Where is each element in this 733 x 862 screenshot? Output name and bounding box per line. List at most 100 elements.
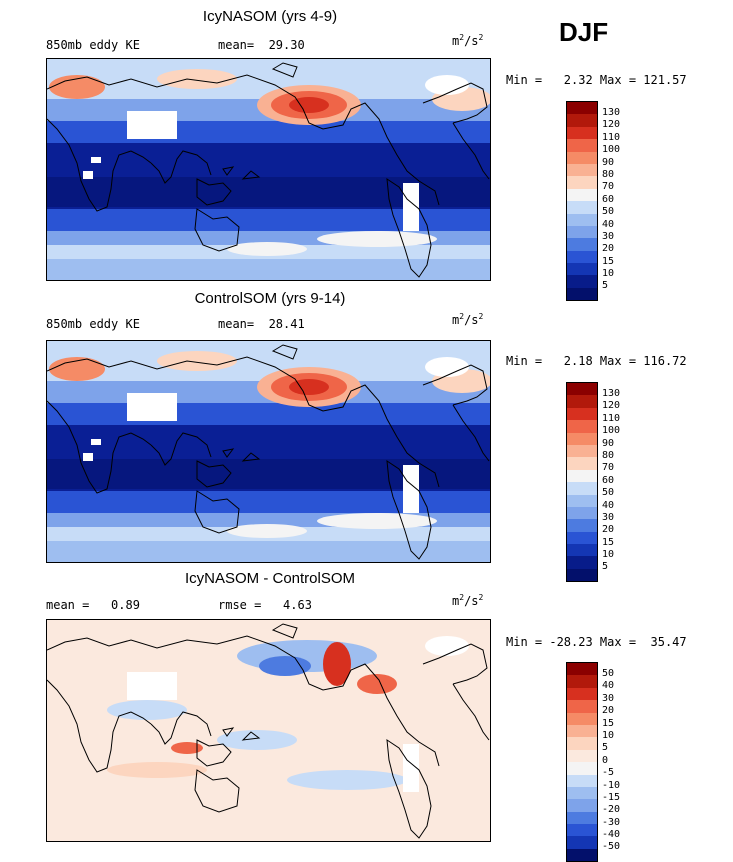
min-max-label: Min = -28.23 Max = 35.47	[506, 635, 687, 649]
colorbar-tick-label: 10	[602, 268, 615, 280]
colorbar-tick-label: 15	[602, 536, 615, 548]
colorbar-tick-label: 90	[602, 437, 615, 449]
units-label: m2/s2	[452, 312, 484, 327]
colorbar-tick-label: 120	[602, 119, 621, 131]
colorbar-tick-label: 20	[602, 705, 615, 717]
colorbar-tick-label: 15	[602, 717, 615, 729]
colorbar-swatch	[567, 263, 597, 276]
colorbar	[566, 382, 598, 583]
colorbar-swatch	[567, 494, 597, 507]
colorbar-swatch	[567, 700, 597, 713]
colorbar-swatch	[567, 687, 597, 701]
map-controlsom	[46, 340, 491, 563]
colorbar-tick-label: 30	[602, 692, 615, 704]
colorbar-swatch	[567, 151, 597, 164]
colorbar-swatch	[567, 163, 597, 177]
colorbar-tick-label: 60	[602, 474, 615, 486]
colorbar-swatch	[567, 139, 597, 152]
colorbar-swatch	[567, 556, 597, 569]
colorbar-swatch	[567, 444, 597, 458]
colorbar-swatch	[567, 126, 597, 140]
colorbar-tick-label: 70	[602, 462, 615, 474]
colorbar-tick-label: -40	[602, 829, 621, 841]
panel-title: ControlSOM (yrs 9-14)	[194, 290, 346, 307]
colorbar-tick-label: 30	[602, 511, 615, 523]
colorbar-ticks: 130 120 110 100 90 80 70 60 50 40 30 20 15 10 5	[602, 107, 620, 293]
colorbar-tick-label: 5	[602, 561, 609, 573]
colorbar-swatch	[567, 275, 597, 288]
colorbar-swatch	[567, 737, 597, 750]
colorbar-swatch	[567, 395, 597, 408]
colorbar-tick-label: 130	[602, 388, 621, 399]
colorbar-tick-label: -30	[602, 816, 621, 828]
colorbar-tick-label: 50	[602, 668, 615, 679]
panel-difference: IcyNASOM - ControlSOM mean = 0.89 rmse =…	[0, 562, 733, 862]
colorbar-swatch	[567, 824, 597, 837]
colorbar-tick-label: 50	[602, 487, 615, 499]
colorbar-tick-label: -20	[602, 804, 621, 816]
colorbar-tick-label: 110	[602, 131, 621, 143]
colorbar-tick-label: -5	[602, 767, 615, 779]
field-label: 850mb eddy KE	[46, 317, 140, 331]
colorbar-swatch	[567, 432, 597, 445]
colorbar-swatch	[567, 469, 597, 483]
colorbar-tick-label: 40	[602, 218, 615, 230]
colorbar-tick-label: 120	[602, 400, 621, 412]
colorbar-tick-label: 130	[602, 107, 621, 118]
panel-controlsom: ControlSOM (yrs 9-14) 850mb eddy KE mean…	[0, 282, 733, 583]
colorbar-swatch	[567, 519, 597, 532]
panel-icynasom: IcyNASOM (yrs 4-9) 850mb eddy KE mean= 2…	[0, 0, 733, 302]
colorbar-tick-label: 50	[602, 206, 615, 218]
colorbar-swatch	[567, 213, 597, 226]
colorbar-swatch	[567, 799, 597, 812]
colorbar-swatch	[567, 250, 597, 264]
colorbar	[566, 662, 598, 862]
units-label: m2/s2	[452, 593, 484, 608]
mean-label: mean= 29.30	[218, 38, 305, 52]
colorbar-swatch	[567, 749, 597, 763]
units-label: m2/s2	[452, 33, 484, 48]
colorbar-tick-label: 10	[602, 729, 615, 741]
rmse-label: rmse = 4.63	[218, 598, 312, 612]
colorbar-swatch	[567, 848, 597, 862]
map-difference	[46, 619, 491, 842]
colorbar-ticks: 130 120 110 100 90 80 70 60 50 40 30 20 15 10 5	[602, 388, 620, 574]
colorbar-swatch	[567, 762, 597, 775]
colorbar-swatch	[567, 675, 597, 688]
colorbar-swatch	[567, 287, 597, 301]
colorbar-swatch	[567, 786, 597, 800]
colorbar-tick-label: 15	[602, 255, 615, 267]
colorbar-swatch	[567, 238, 597, 251]
colorbar-tick-label: -50	[602, 841, 621, 853]
colorbar-swatch	[567, 774, 597, 787]
min-max-label: Min = 2.32 Max = 121.57	[506, 73, 687, 87]
colorbar-tick-label: 5	[602, 280, 609, 292]
colorbar-tick-label: 40	[602, 680, 615, 692]
colorbar-tick-label: 60	[602, 193, 615, 205]
colorbar-swatch	[567, 176, 597, 189]
colorbar-tick-label: 80	[602, 168, 615, 180]
colorbar-swatch	[567, 420, 597, 433]
colorbar-tick-label: 0	[602, 754, 609, 766]
colorbar-tick-label: -15	[602, 791, 621, 803]
colorbar-swatch	[567, 712, 597, 725]
colorbar-tick-label: 110	[602, 412, 621, 424]
colorbar-swatch	[567, 482, 597, 495]
colorbar-swatch	[567, 407, 597, 421]
field-label: 850mb eddy KE	[46, 38, 140, 52]
colorbar-swatch	[567, 663, 597, 676]
colorbar-tick-label: -10	[602, 779, 621, 791]
panel-title: IcyNASOM - ControlSOM	[184, 570, 356, 587]
colorbar-swatch	[567, 102, 597, 115]
panel-title: IcyNASOM (yrs 4-9)	[202, 8, 338, 25]
colorbar-swatch	[567, 114, 597, 127]
colorbar-tick-label: 40	[602, 499, 615, 511]
min-max-label: Min = 2.18 Max = 116.72	[506, 354, 687, 368]
colorbar-swatch	[567, 383, 597, 396]
colorbar-tick-label: 5	[602, 742, 609, 754]
colorbar-swatch	[567, 506, 597, 520]
colorbar-swatch	[567, 457, 597, 470]
colorbar-tick-label: 10	[602, 549, 615, 561]
mean-label: mean= 28.41	[218, 317, 305, 331]
colorbar-tick-label: 90	[602, 156, 615, 168]
